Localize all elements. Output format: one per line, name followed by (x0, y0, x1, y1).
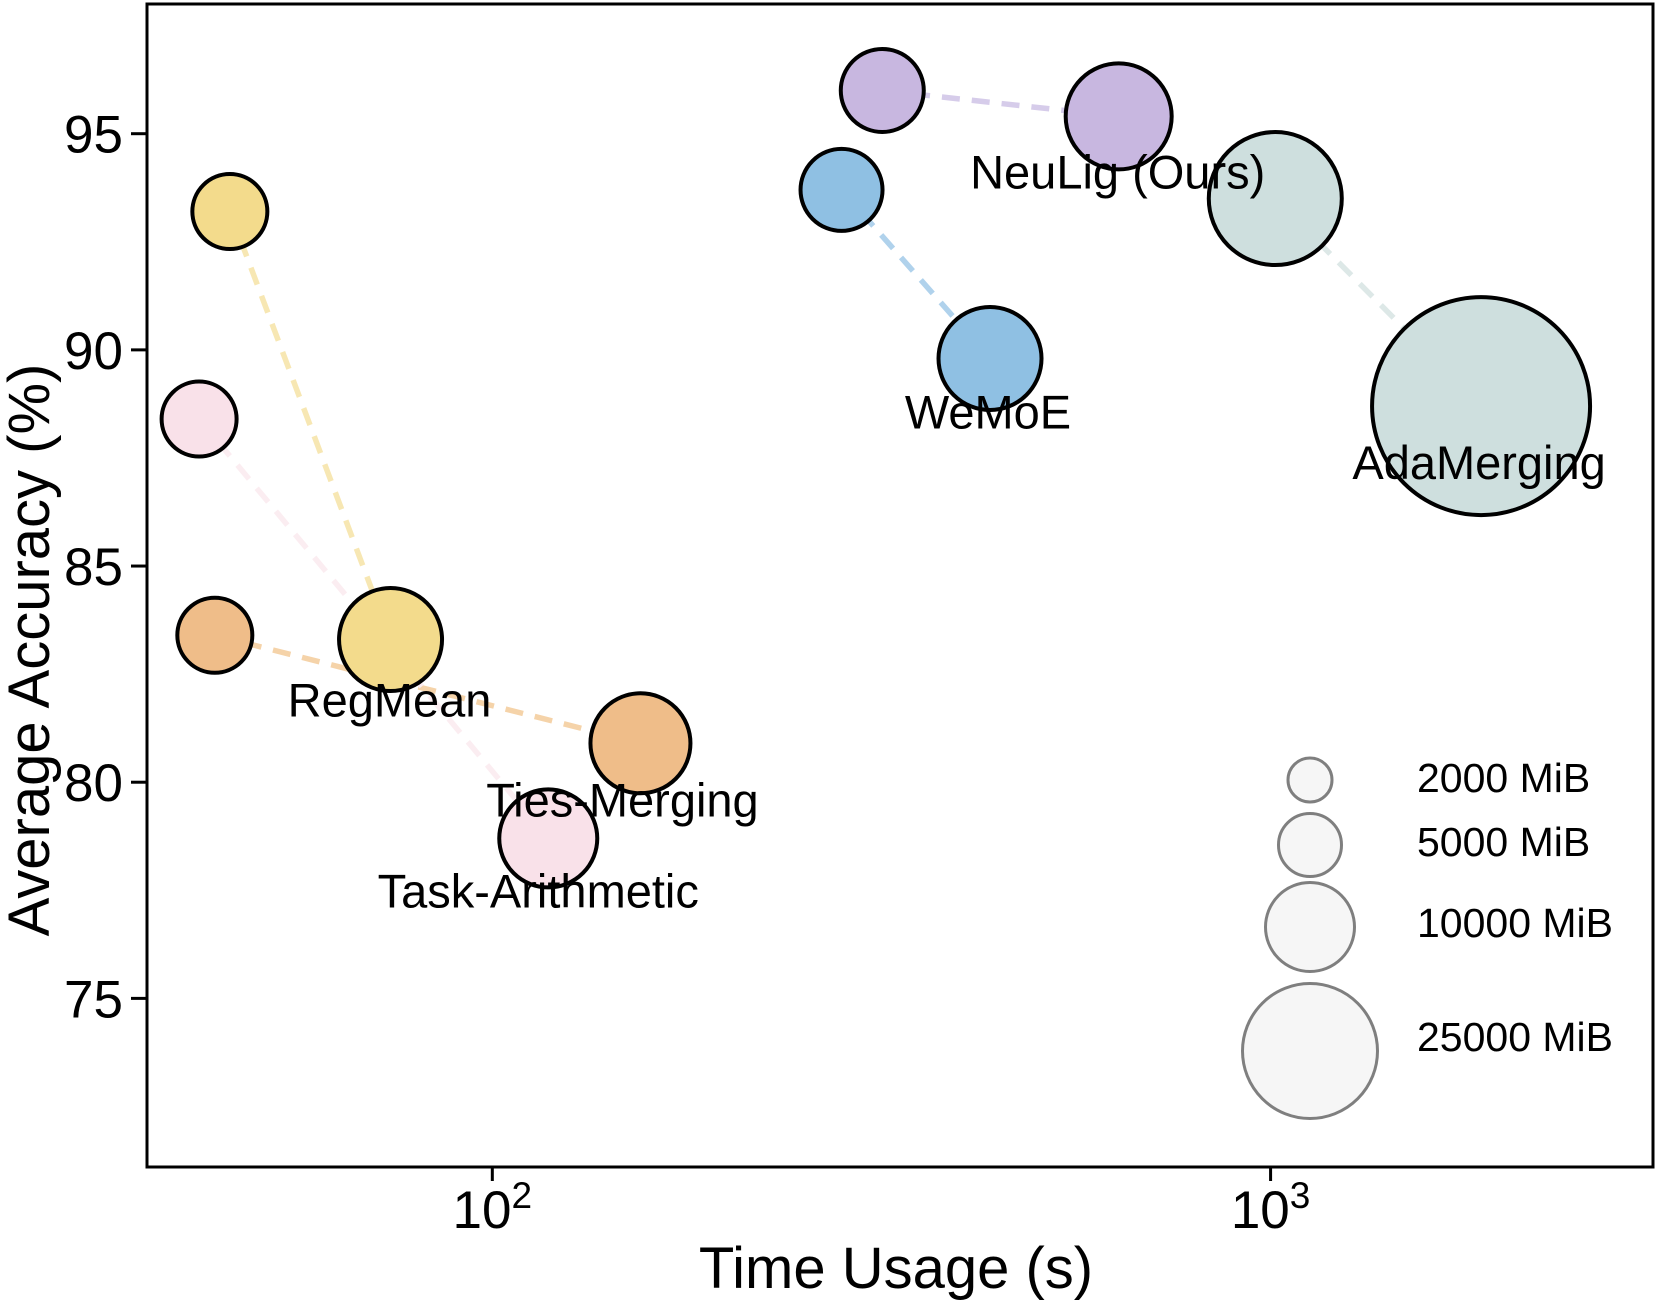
bubble-adamerging-small (1206, 130, 1344, 268)
point-label-task-arithmetic: Task-Arithmetic (378, 864, 699, 917)
point-label-neulig: NeuLig (Ours) (970, 145, 1265, 198)
series-neulig (838, 46, 1174, 172)
legend-label-10000: 10000 MiB (1417, 900, 1613, 946)
series-regmean (190, 172, 445, 694)
x-tick-label-1000: 103 (1231, 1175, 1311, 1240)
bubbles-layer (159, 46, 1593, 890)
bubble-task-arithmetic-small (159, 379, 239, 459)
plot-border (145, 2, 1655, 1169)
bubble-regmean-small (190, 172, 270, 252)
size-legend: 2000 MiB 5000 MiB 10000 MiB 25000 MiB (1241, 755, 1613, 1120)
bubble-regmean-large (337, 586, 445, 694)
point-label-adamerging: AdaMerging (1352, 436, 1605, 489)
series-ties-merging (175, 595, 693, 796)
y-tick-label-90: 90 (64, 322, 123, 381)
series-task-arithmetic (159, 379, 600, 890)
bubble-neulig-small (838, 46, 926, 134)
bubble-task-arithmetic-large (497, 787, 600, 890)
bubble-wemoe-small (798, 146, 885, 233)
legend-circle-25000 (1241, 982, 1379, 1120)
point-label-wemoe: WeMoE (905, 386, 1071, 439)
x-axis-title: Time Usage (s) (698, 1236, 1094, 1301)
connector-regmean (227, 210, 394, 641)
y-axis-title: Average Accuracy (%) (0, 363, 62, 937)
legend-circle-2000 (1286, 756, 1334, 804)
x-tick-label-100: 102 (453, 1175, 533, 1240)
y-tick-label-75: 75 (64, 970, 123, 1029)
series-wemoe (798, 146, 1044, 413)
y-tick-label-85: 85 (64, 538, 123, 597)
bubble-ties-merging-small (175, 595, 255, 675)
legend-label-5000: 5000 MiB (1417, 819, 1590, 865)
legend-circle-10000 (1264, 881, 1356, 973)
series-adamerging (1206, 130, 1593, 518)
y-tick-label-95: 95 (64, 106, 123, 165)
bubble-ties-merging-large (588, 691, 693, 796)
bubble-adamerging-large (1370, 295, 1593, 518)
bubble-neulig-large (1063, 61, 1174, 172)
bubble-wemoe-large (936, 305, 1044, 413)
legend-label-2000: 2000 MiB (1417, 755, 1590, 801)
y-tick-label-80: 80 (64, 754, 123, 813)
legend-label-25000: 25000 MiB (1417, 1014, 1613, 1060)
legend-circle-5000 (1277, 812, 1343, 878)
point-label-regmean: RegMean (288, 674, 492, 727)
connector-ties-merging (214, 632, 642, 746)
point-label-ties-merging: Ties-Merging (486, 773, 759, 826)
